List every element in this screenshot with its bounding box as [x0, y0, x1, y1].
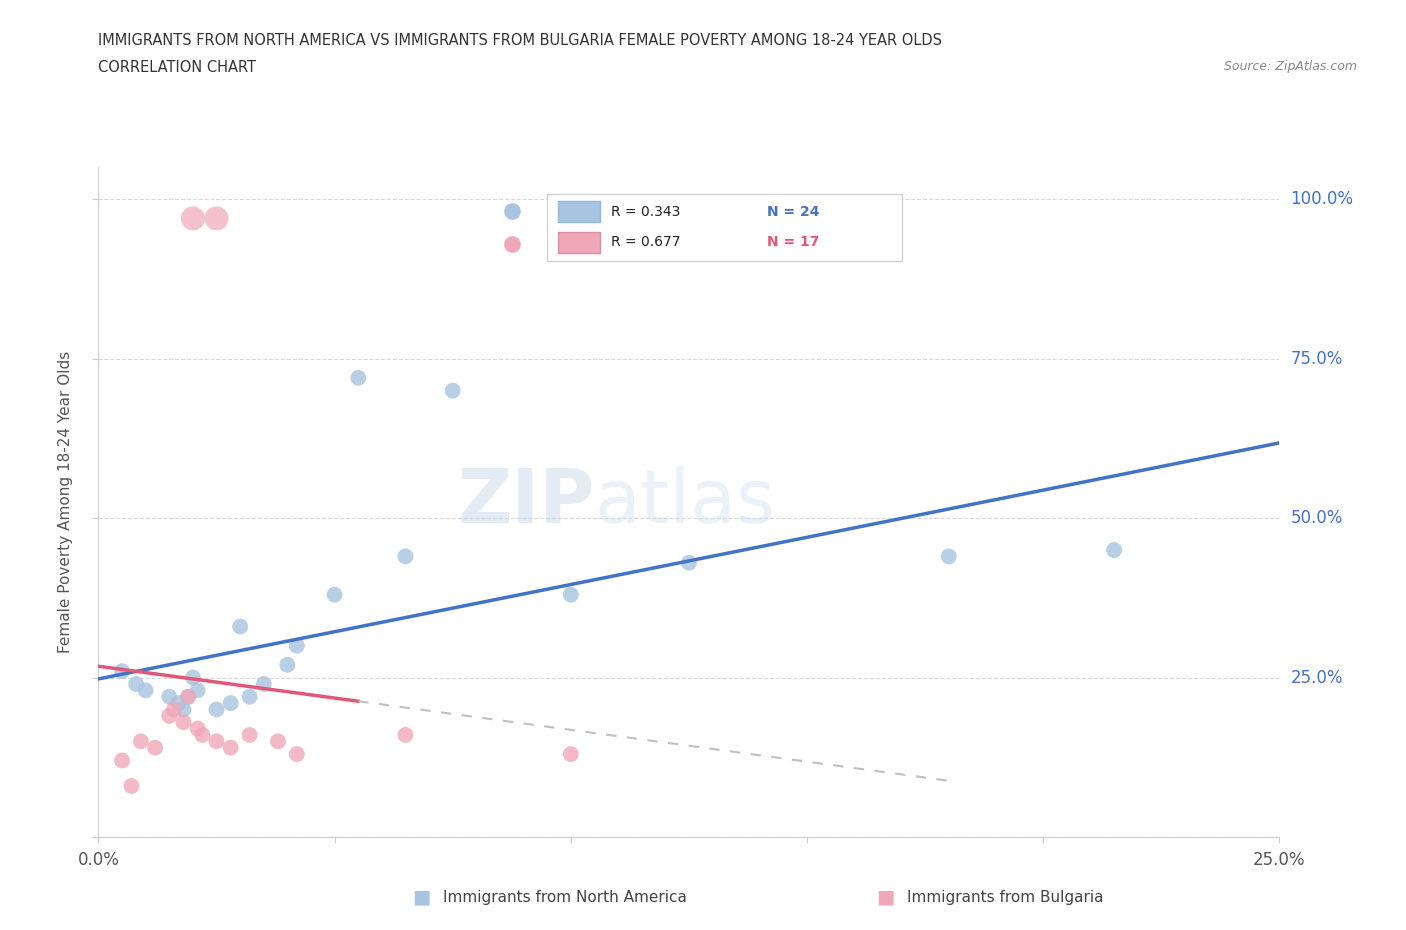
Point: [938, 549, 960, 564]
Text: Source: ZipAtlas.com: Source: ZipAtlas.com: [1223, 60, 1357, 73]
Text: 75.0%: 75.0%: [1291, 350, 1343, 367]
Point: [121, 778, 143, 793]
Text: ZIP: ZIP: [457, 466, 595, 538]
Point: [135, 683, 157, 698]
Point: [205, 211, 228, 226]
Point: [187, 683, 209, 698]
Point: [111, 753, 134, 768]
Text: 100.0%: 100.0%: [1291, 191, 1354, 208]
Point: [560, 587, 582, 602]
Point: [129, 734, 152, 749]
Point: [1102, 542, 1125, 557]
Point: [172, 702, 194, 717]
Point: [157, 689, 180, 704]
Point: [191, 727, 214, 742]
Point: [285, 638, 308, 653]
Text: 50.0%: 50.0%: [1291, 509, 1343, 527]
Y-axis label: Female Poverty Among 18-24 Year Olds: Female Poverty Among 18-24 Year Olds: [59, 352, 73, 654]
Point: [181, 211, 204, 226]
Point: [187, 721, 209, 736]
Point: [276, 658, 298, 672]
Point: [239, 727, 262, 742]
Point: [323, 587, 346, 602]
Point: [239, 689, 262, 704]
Text: Immigrants from Bulgaria: Immigrants from Bulgaria: [907, 890, 1104, 905]
Point: [163, 702, 186, 717]
Point: [347, 370, 370, 385]
Text: 25.0%: 25.0%: [1291, 669, 1343, 686]
Point: [219, 696, 242, 711]
Text: atlas: atlas: [595, 466, 776, 538]
Point: [177, 689, 200, 704]
Point: [177, 689, 200, 704]
Point: [205, 702, 228, 717]
Point: [181, 671, 204, 685]
Point: [285, 747, 308, 762]
Text: ■: ■: [876, 888, 896, 907]
Point: [157, 709, 180, 724]
Point: [172, 715, 194, 730]
Point: [441, 383, 464, 398]
Text: IMMIGRANTS FROM NORTH AMERICA VS IMMIGRANTS FROM BULGARIA FEMALE POVERTY AMONG 1: IMMIGRANTS FROM NORTH AMERICA VS IMMIGRA…: [98, 33, 942, 47]
Text: ■: ■: [412, 888, 432, 907]
Point: [394, 549, 416, 564]
Point: [125, 676, 148, 691]
Point: [253, 676, 276, 691]
Point: [560, 747, 582, 762]
Point: [267, 734, 290, 749]
Point: [219, 740, 242, 755]
Point: [205, 734, 228, 749]
Text: Immigrants from North America: Immigrants from North America: [443, 890, 686, 905]
Point: [394, 727, 416, 742]
Point: [111, 664, 134, 679]
Point: [678, 555, 700, 570]
Text: CORRELATION CHART: CORRELATION CHART: [98, 60, 256, 75]
Point: [143, 740, 166, 755]
Point: [229, 619, 252, 634]
Point: [167, 696, 190, 711]
